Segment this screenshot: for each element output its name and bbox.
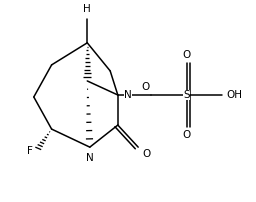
Text: N: N	[86, 153, 94, 163]
Text: H: H	[83, 4, 91, 14]
Text: S: S	[183, 90, 190, 100]
Text: F: F	[27, 146, 33, 156]
Text: OH: OH	[226, 90, 242, 100]
Text: O: O	[183, 50, 191, 60]
Text: N: N	[124, 90, 132, 100]
Text: O: O	[141, 82, 150, 92]
Text: O: O	[142, 149, 150, 159]
Text: O: O	[183, 130, 191, 140]
